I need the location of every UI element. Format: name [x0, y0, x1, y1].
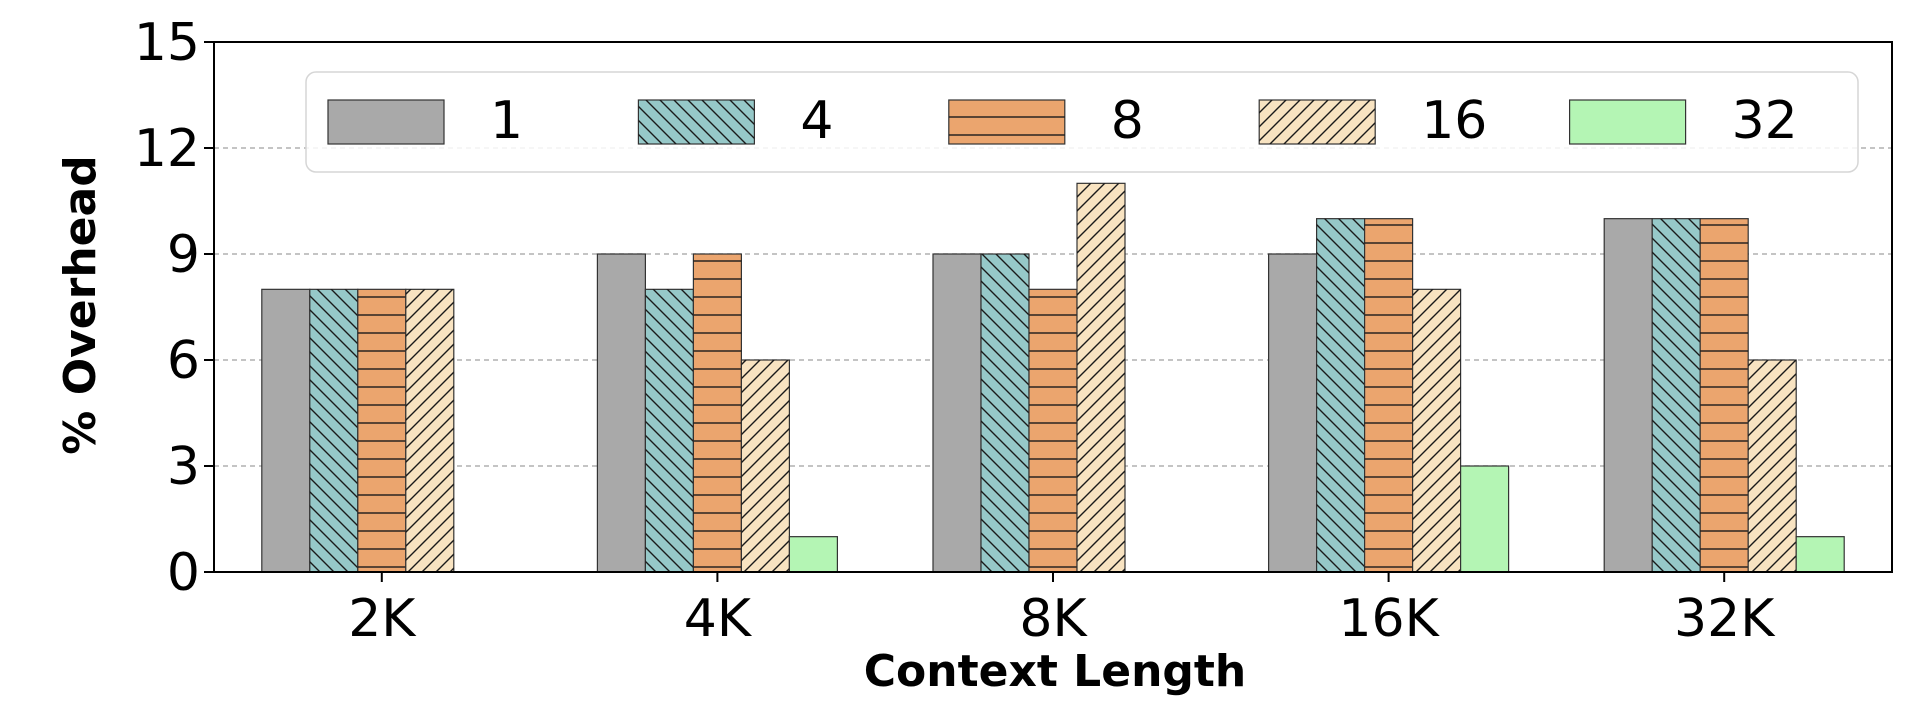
y-tick-label: 9: [167, 225, 200, 285]
x-tick-label: 16K: [1338, 589, 1440, 649]
legend: 1 4 8 16 32: [305, 71, 1859, 173]
y-tick-label: 12: [134, 119, 200, 179]
x-tick-label: 2K: [348, 589, 417, 649]
bars-layer: [261, 182, 1845, 573]
bar-16K-series-4: [1315, 218, 1366, 573]
legend-swatch: [1568, 99, 1687, 145]
bar-8K-series-8: [1028, 288, 1078, 573]
bar-2K-series-4: [309, 288, 359, 573]
x-tick-label: 32K: [1674, 589, 1776, 649]
y-axis-title: % Overhead: [55, 155, 106, 454]
legend-box: [305, 71, 1859, 173]
bar-32K-series-32: [1795, 536, 1845, 573]
x-tick-label: 8K: [1019, 589, 1088, 649]
bar-8K-series-1: [932, 253, 982, 573]
legend-entry-8: 8: [948, 91, 1144, 151]
legend-entry-16: 16: [1258, 91, 1487, 151]
bar-32K-series-1: [1603, 218, 1653, 573]
bar-4K-series-32: [788, 536, 839, 573]
bar-16K-series-16: [1411, 288, 1462, 573]
y-tick-label: 15: [134, 13, 200, 73]
legend-entry-4: 4: [637, 91, 833, 151]
y-tick-label: 0: [167, 543, 200, 603]
bar-32K-series-16: [1747, 359, 1797, 573]
bar-2K-series-8: [357, 288, 407, 573]
bar-32K-series-8: [1699, 218, 1749, 573]
y-tick-label: 3: [167, 437, 200, 497]
y-tick-label: 6: [167, 331, 200, 391]
bar-4K-series-1: [596, 253, 647, 573]
bar-2K-series-16: [405, 288, 455, 573]
legend-label: 16: [1421, 91, 1487, 151]
bar-8K-series-4: [980, 253, 1030, 573]
legend-swatch: [327, 99, 445, 145]
plot-frame: [213, 41, 1893, 573]
x-tick-label: 4K: [684, 589, 753, 649]
legend-label: 1: [490, 91, 523, 151]
bar-4K-series-8: [692, 253, 743, 573]
bar-16K-series-32: [1459, 465, 1510, 573]
x-axis-title: Context Length: [864, 646, 1247, 697]
bar-16K-series-1: [1267, 253, 1318, 573]
bar-8K-series-16: [1076, 182, 1126, 573]
legend-label: 32: [1732, 91, 1798, 151]
bar-2K-series-1: [261, 288, 311, 573]
legend-label: 4: [800, 91, 833, 151]
bar-4K-series-16: [740, 359, 791, 573]
bar-16K-series-8: [1363, 218, 1414, 573]
bar-32K-series-4: [1651, 218, 1701, 573]
legend-label: 8: [1111, 91, 1144, 151]
legend-entry-32: 32: [1568, 91, 1798, 151]
bar-4K-series-4: [644, 288, 695, 573]
axes-layer: 0 3 6 9 12 15 2K 4K 8K 16K 32K: [134, 13, 1893, 649]
legend-entry-1: 1: [327, 91, 523, 151]
